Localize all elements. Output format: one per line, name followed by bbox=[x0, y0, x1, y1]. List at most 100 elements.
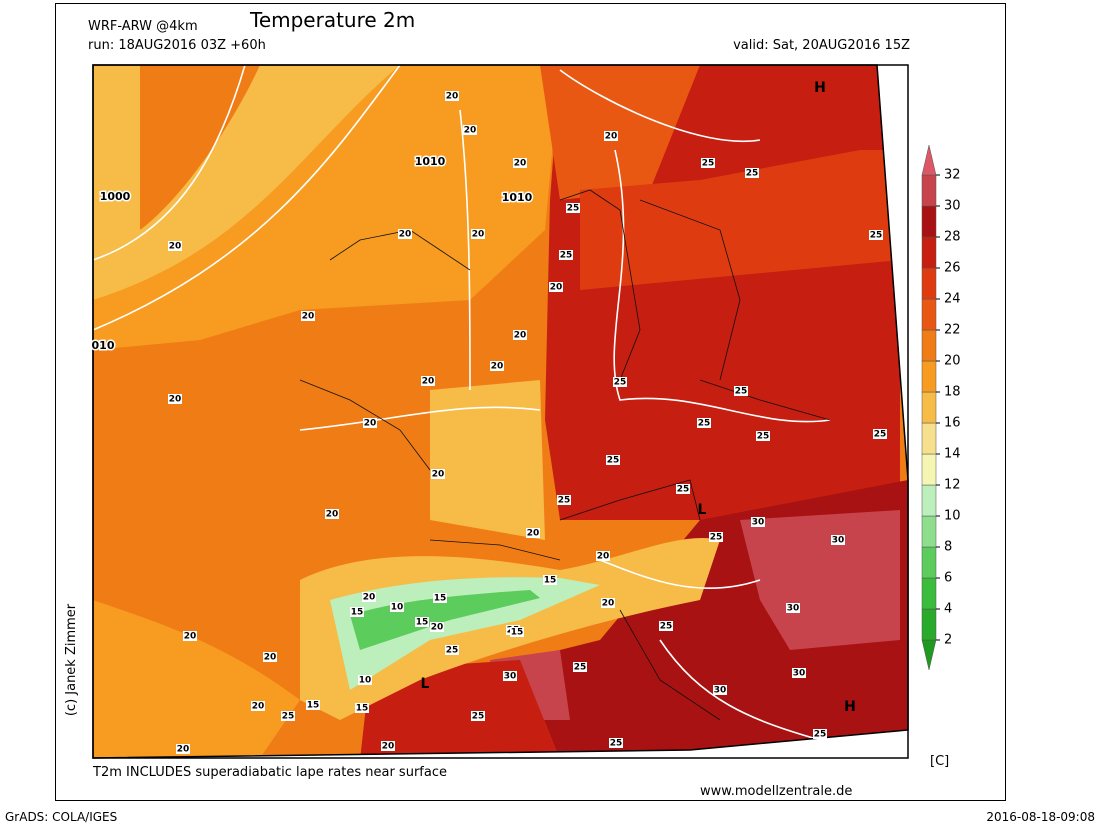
contour-label: 20 bbox=[169, 242, 182, 252]
label-box bbox=[792, 668, 806, 678]
label-box bbox=[431, 469, 445, 479]
valid-time: valid: Sat, 20AUG2016 15Z bbox=[733, 38, 910, 53]
temperature-field bbox=[580, 150, 900, 290]
label-box bbox=[786, 603, 800, 613]
contour-label: 25 bbox=[710, 533, 723, 543]
colorbar-label: 2 bbox=[944, 633, 952, 648]
label-box bbox=[433, 593, 447, 603]
pressure-label: 1010 bbox=[502, 191, 533, 204]
label-box bbox=[390, 602, 404, 612]
temperature-field bbox=[740, 510, 900, 650]
pressure-label: 1000 bbox=[100, 190, 131, 203]
contour-label: 20 bbox=[472, 230, 485, 240]
colorbar-band bbox=[921, 298, 937, 331]
contour-label: 20 bbox=[605, 132, 618, 142]
pressure-label: 010 bbox=[92, 339, 115, 352]
contour-label: 20 bbox=[382, 742, 395, 752]
colorbar-label: 24 bbox=[944, 292, 961, 307]
label-box bbox=[734, 386, 748, 396]
contour-label: 20 bbox=[184, 632, 197, 642]
label-box bbox=[301, 311, 315, 321]
pressure-label: 1010 bbox=[415, 155, 446, 168]
model-name: WRF-ARW @4km bbox=[88, 19, 198, 34]
contour-label: 25 bbox=[735, 387, 748, 397]
contour-label: 20 bbox=[514, 331, 527, 341]
label-box bbox=[325, 509, 339, 519]
contour-label: 25 bbox=[677, 485, 690, 495]
pressure-label: L bbox=[698, 502, 707, 518]
colorbar-label: 26 bbox=[944, 261, 961, 276]
label-box bbox=[659, 621, 673, 631]
label-box bbox=[513, 330, 527, 340]
label-box bbox=[701, 158, 715, 168]
contour-label: 25 bbox=[746, 169, 759, 179]
colorbar-label: 10 bbox=[944, 509, 961, 524]
footnote: T2m INCLUDES superadiabatic lape rates n… bbox=[92, 765, 447, 780]
contour-label: 25 bbox=[874, 430, 887, 440]
colorbar-band bbox=[921, 205, 937, 238]
label-box bbox=[526, 528, 540, 538]
colorbar-label: 32 bbox=[944, 168, 961, 183]
pressure-label: L bbox=[421, 676, 430, 692]
unit-label: [C] bbox=[930, 754, 949, 769]
colorbar-label: 6 bbox=[944, 571, 952, 586]
colorbar-band bbox=[921, 608, 937, 641]
label-box bbox=[306, 700, 320, 710]
label-box bbox=[281, 711, 295, 721]
label-box bbox=[471, 711, 485, 721]
colorbar-label: 20 bbox=[944, 354, 961, 369]
label-box bbox=[363, 418, 377, 428]
label-box bbox=[559, 250, 573, 260]
label-box bbox=[510, 627, 524, 637]
label-box bbox=[573, 662, 587, 672]
label-box bbox=[756, 431, 770, 441]
label-box bbox=[362, 592, 376, 602]
label-box bbox=[251, 701, 265, 711]
temperature-field bbox=[540, 65, 700, 200]
contour-label: 30 bbox=[714, 686, 727, 696]
contour-label: 20 bbox=[431, 623, 444, 633]
contour-label: 10 bbox=[359, 676, 372, 686]
contour-label: 25 bbox=[610, 739, 623, 749]
temperature-field bbox=[140, 65, 260, 230]
label-box bbox=[566, 203, 580, 213]
label-box bbox=[549, 282, 563, 292]
contour-label: 15 bbox=[416, 618, 429, 628]
label-box bbox=[350, 607, 364, 617]
label-box bbox=[513, 158, 527, 168]
label-box bbox=[543, 575, 557, 585]
contour-label: 20 bbox=[464, 126, 477, 136]
map: HHLL101010101000010202020202020202020202… bbox=[90, 64, 909, 759]
label-box bbox=[445, 91, 459, 101]
contour-label: 20 bbox=[550, 283, 563, 293]
label-box bbox=[358, 675, 372, 685]
colorbar-arrow bbox=[921, 144, 937, 176]
contour-label: 20 bbox=[169, 395, 182, 405]
contour-label: 30 bbox=[504, 672, 517, 682]
colorbar-band bbox=[921, 422, 937, 455]
contour-label: 20 bbox=[446, 92, 459, 102]
colorbar-label: 12 bbox=[944, 478, 961, 493]
colorbar-band bbox=[921, 267, 937, 300]
contour-label: 20 bbox=[264, 653, 277, 663]
colorbar-band bbox=[921, 236, 937, 269]
label-box bbox=[709, 532, 723, 542]
colorbar-band bbox=[921, 515, 937, 548]
label-box bbox=[503, 671, 517, 681]
contour-label: 20 bbox=[514, 159, 527, 169]
label-box bbox=[869, 230, 883, 240]
contour-line bbox=[93, 65, 831, 741]
colorbar-label: 30 bbox=[944, 199, 961, 214]
contour-label: 15 bbox=[356, 704, 369, 714]
contour-label: 20 bbox=[432, 470, 445, 480]
contour-label: 15 bbox=[307, 701, 320, 711]
contour-label: 25 bbox=[574, 663, 587, 673]
colorbar-band bbox=[921, 391, 937, 424]
label-box bbox=[355, 703, 369, 713]
contour-label: 15 bbox=[511, 628, 524, 638]
colorbar-label: 22 bbox=[944, 323, 961, 338]
run-info: run: 18AUG2016 03Z +60h bbox=[88, 38, 266, 53]
contour-label: 15 bbox=[351, 608, 364, 618]
